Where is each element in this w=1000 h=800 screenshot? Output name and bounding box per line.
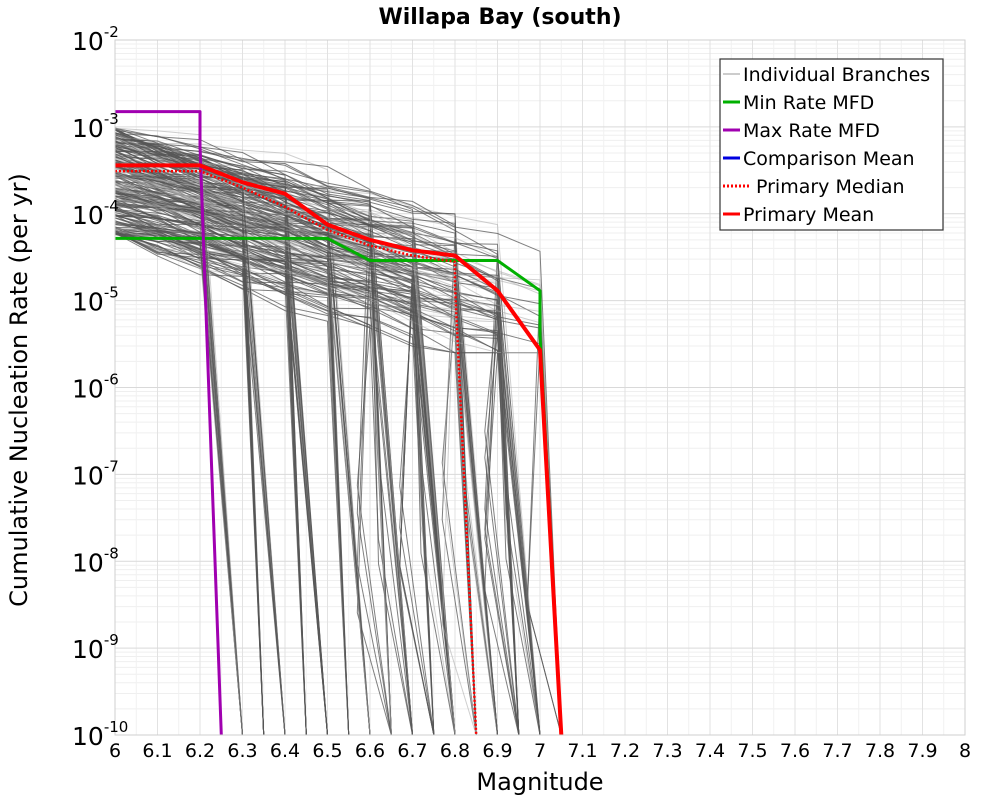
branch-line <box>114 127 392 736</box>
y-tick-label: 10-7 <box>72 457 119 490</box>
series-line-primary-median <box>115 169 478 736</box>
legend-label: Comparison Mean <box>743 148 915 170</box>
branch-line <box>114 203 350 736</box>
branch-line <box>114 226 477 736</box>
x-tick-label: 6.1 <box>142 740 172 762</box>
branch-line <box>114 229 243 736</box>
x-tick-label: 7.4 <box>695 740 725 762</box>
legend-label: Primary Median <box>756 176 905 198</box>
y-tick-label: 10-3 <box>72 110 119 143</box>
branch-line <box>114 215 435 736</box>
branch-line <box>114 206 350 736</box>
y-tick-label: 10-6 <box>72 371 119 404</box>
y-tick-label: 10-4 <box>72 197 119 230</box>
legend-label: Max Rate MFD <box>743 120 880 142</box>
y-tick-label: 10-5 <box>72 284 119 317</box>
y-axis-label: Cumulative Nucleation Rate (per yr) <box>5 173 33 607</box>
legend-label: Individual Branches <box>743 64 930 86</box>
x-tick-label: 7.9 <box>907 740 937 762</box>
legend-box <box>719 58 944 231</box>
branch-line <box>114 217 435 736</box>
branch-line <box>114 232 350 736</box>
branch-line <box>114 230 456 736</box>
branch-line <box>114 127 413 736</box>
branch-line <box>114 233 541 736</box>
series-layer <box>115 110 564 736</box>
branch-line <box>114 150 307 736</box>
individual-branches <box>114 127 562 736</box>
branch-line <box>114 183 562 736</box>
branch-line <box>114 129 456 736</box>
x-tick-label: 7.5 <box>737 740 767 762</box>
branch-line <box>114 224 562 736</box>
x-tick-label: 7.3 <box>652 740 682 762</box>
x-tick-label: 6.6 <box>355 740 385 762</box>
branch-line <box>114 193 435 736</box>
x-tick-label: 6.4 <box>270 740 300 762</box>
y-tick-label: 10-9 <box>72 631 119 664</box>
x-tick-label: 6.9 <box>482 740 512 762</box>
plot-frame <box>114 39 966 736</box>
x-tick-label: 6.3 <box>227 740 257 762</box>
branch-line <box>114 182 477 736</box>
branch-line <box>114 138 413 736</box>
branch-line <box>114 215 498 736</box>
branch-line <box>114 145 435 736</box>
branch-line <box>114 127 243 736</box>
x-tick-label: 7.2 <box>610 740 640 762</box>
branch-line <box>114 136 520 736</box>
series-line-max-rate-mfd <box>115 110 223 736</box>
x-tick-label: 7.6 <box>780 740 810 762</box>
branch-line <box>114 228 498 736</box>
chart-title: Willapa Bay (south) <box>378 5 621 30</box>
legend: Individual Branches Min Rate MFD Max Rate … <box>719 58 944 231</box>
branch-line <box>114 154 392 736</box>
y-tick-label: 10-10 <box>72 718 128 751</box>
x-tick-label: 6.7 <box>397 740 427 762</box>
branch-line <box>114 220 392 736</box>
y-tick-labels: 10-10 10-9 10-8 10-7 10-6 10-5 10-4 10-3 10-2 <box>72 23 128 751</box>
branch-line <box>114 184 562 736</box>
series-line-min-rate-mfd <box>115 236 563 736</box>
branch-line <box>114 231 350 736</box>
branch-line <box>114 222 562 736</box>
x-tick-label: 6 <box>109 740 121 762</box>
branch-line <box>114 149 498 736</box>
branch-line <box>114 164 520 736</box>
x-tick-label: 6.5 <box>312 740 342 762</box>
legend-label: Primary Mean <box>743 204 874 226</box>
y-tick-label: 10-8 <box>72 544 119 577</box>
x-tick-label: 6.2 <box>185 740 215 762</box>
branch-line <box>114 183 520 736</box>
branch-line <box>114 129 562 736</box>
legend-label: Min Rate MFD <box>743 92 874 114</box>
branch-line <box>114 233 520 736</box>
x-tick-label: 7.1 <box>567 740 597 762</box>
branch-line <box>114 217 520 736</box>
branch-line <box>114 212 328 736</box>
x-axis-label: Magnitude <box>476 768 603 796</box>
branch-line <box>114 141 243 736</box>
x-tick-label: 7.8 <box>865 740 895 762</box>
x-tick-label: 7.7 <box>822 740 852 762</box>
x-tick-label: 8 <box>959 740 971 762</box>
branch-line <box>114 142 456 736</box>
branch-line <box>114 131 477 736</box>
branch-line <box>114 141 371 736</box>
x-tick-label: 7 <box>534 740 546 762</box>
branch-line <box>114 205 541 736</box>
y-tick-label: 10-2 <box>72 23 119 56</box>
x-tick-labels: 6 6.1 6.2 6.3 6.4 6.5 6.6 6.7 6.8 6.9 7 7.1 7.2 7.3 7.… <box>109 740 971 762</box>
series-line-primary-mean <box>115 163 564 736</box>
branch-line <box>114 176 562 736</box>
branch-line <box>114 183 392 736</box>
x-tick-label: 6.8 <box>440 740 470 762</box>
